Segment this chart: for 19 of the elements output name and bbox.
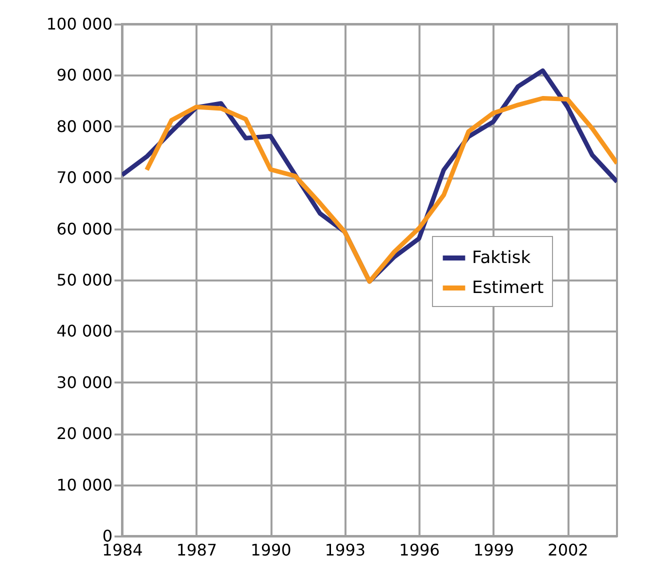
y-tick-label: 60 000 bbox=[56, 219, 112, 238]
legend-label: Estimert bbox=[472, 278, 544, 298]
y-tick-label: 10 000 bbox=[56, 475, 112, 494]
y-tick-label: 50 000 bbox=[56, 270, 112, 290]
y-tick-label: 70 000 bbox=[56, 168, 112, 188]
y-tick-label: 40 000 bbox=[56, 322, 112, 341]
x-tick-label: 1993 bbox=[324, 540, 366, 560]
x-tick-label: 1996 bbox=[399, 540, 440, 560]
y-tick-label: 30 000 bbox=[56, 372, 112, 392]
x-tick-label: 1990 bbox=[250, 540, 292, 560]
x-tick-label: 2002 bbox=[548, 540, 588, 560]
y-tick-label: 90 000 bbox=[56, 66, 112, 85]
y-tick-label: 100 000 bbox=[46, 14, 112, 34]
x-tick-label: 1984 bbox=[102, 540, 143, 560]
legend-label: Faktisk bbox=[472, 248, 531, 268]
x-tick-label: 1987 bbox=[176, 540, 218, 560]
y-tick-label: 20 000 bbox=[56, 424, 112, 444]
y-tick-label: 80 000 bbox=[56, 116, 112, 136]
x-tick-label: 1999 bbox=[473, 540, 514, 560]
